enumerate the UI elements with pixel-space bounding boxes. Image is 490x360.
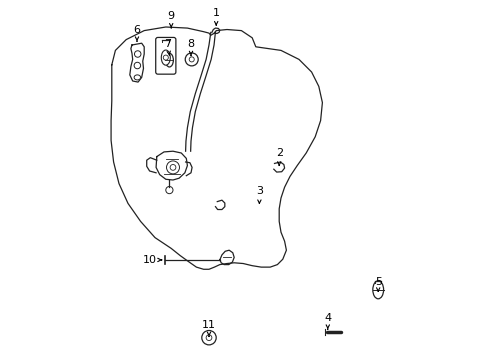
Text: 7: 7: [164, 39, 171, 49]
Text: 8: 8: [188, 39, 195, 49]
Text: 9: 9: [168, 11, 175, 21]
Text: 2: 2: [276, 148, 283, 158]
Ellipse shape: [373, 281, 384, 299]
Text: 11: 11: [202, 320, 216, 330]
Text: 1: 1: [213, 8, 220, 18]
Ellipse shape: [161, 50, 171, 65]
Text: 5: 5: [375, 276, 382, 287]
FancyBboxPatch shape: [156, 37, 176, 74]
Ellipse shape: [166, 53, 173, 67]
Text: 10: 10: [143, 255, 157, 265]
Ellipse shape: [134, 75, 141, 80]
Text: 4: 4: [324, 312, 331, 323]
Text: 6: 6: [133, 24, 141, 35]
Text: 3: 3: [256, 186, 263, 196]
